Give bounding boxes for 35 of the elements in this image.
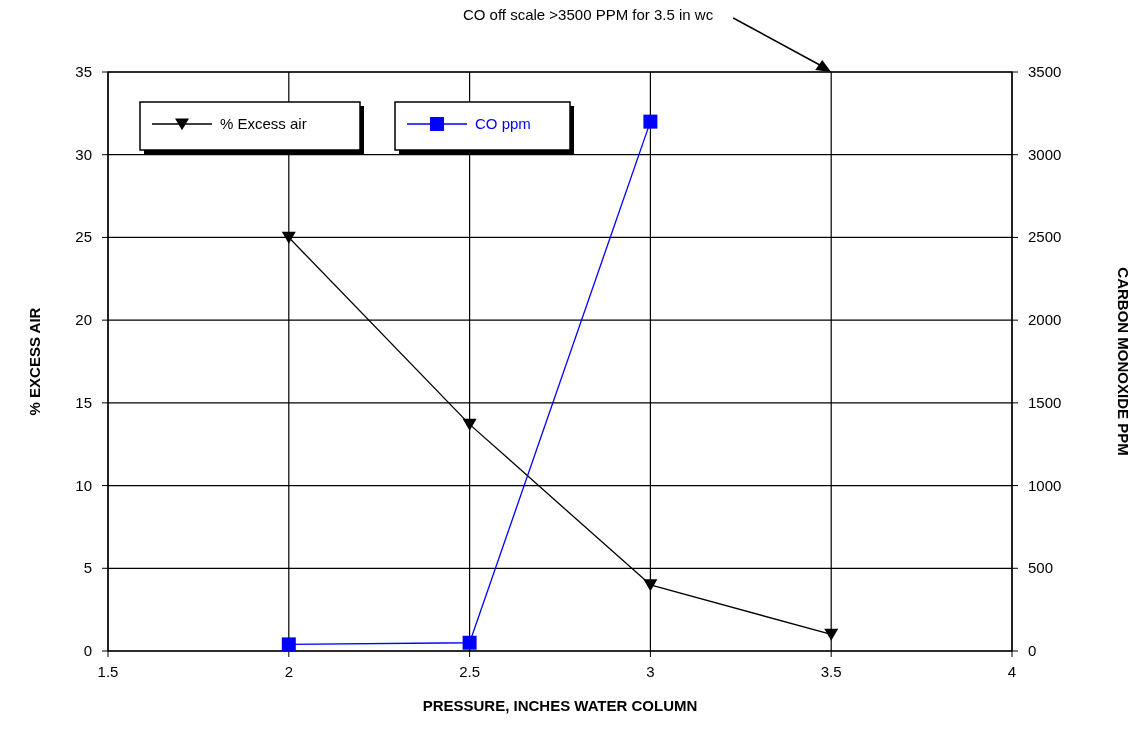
y-tick-label: 25 xyxy=(75,228,92,246)
point xyxy=(462,418,477,431)
y2-tick-label: 1000 xyxy=(1028,476,1062,494)
y2-tick-label: 3000 xyxy=(1028,145,1062,163)
y-axis-title: % EXCESS AIR xyxy=(26,307,43,416)
point xyxy=(824,628,839,641)
point xyxy=(281,231,296,244)
legend-label: CO ppm xyxy=(475,115,531,132)
text: CO off scale >3500 PPM for 3.5 in wc xyxy=(462,6,714,23)
x-tick-label: 2 xyxy=(284,663,293,680)
y2-tick-label: 2000 xyxy=(1028,311,1062,329)
point xyxy=(281,637,296,652)
x-tick-label: 3 xyxy=(646,663,655,680)
y2-axis-title: CARBON MONOXIDE PPM xyxy=(1115,267,1132,456)
legend-label: % Excess air xyxy=(220,115,307,132)
point xyxy=(643,579,658,592)
y-tick-label: 15 xyxy=(75,393,92,411)
x-axis-title: PRESSURE, INCHES WATER COLUMN xyxy=(422,697,698,714)
y2-tick-label: 500 xyxy=(1028,559,1054,577)
y-tick-label: 10 xyxy=(75,476,92,494)
x-tick-label: 3.5 xyxy=(820,663,842,680)
x-tick-label: 1.5 xyxy=(97,663,119,680)
y2-tick-label: 3500 xyxy=(1028,63,1062,80)
y2-tick-label: 1500 xyxy=(1028,393,1062,411)
y2-tick-label: 0 xyxy=(1028,642,1037,659)
y-tick-label: 0 xyxy=(83,642,92,659)
y-tick-label: 5 xyxy=(83,559,92,577)
y-tick-label: 35 xyxy=(75,63,92,80)
x-tick-label: 2.5 xyxy=(459,663,481,680)
y2-tick-label: 2500 xyxy=(1028,228,1062,246)
y-tick-label: 20 xyxy=(75,311,92,329)
x-tick-label: 4 xyxy=(1007,663,1017,680)
point xyxy=(462,635,477,650)
point xyxy=(643,114,658,129)
y-tick-label: 30 xyxy=(75,145,92,163)
